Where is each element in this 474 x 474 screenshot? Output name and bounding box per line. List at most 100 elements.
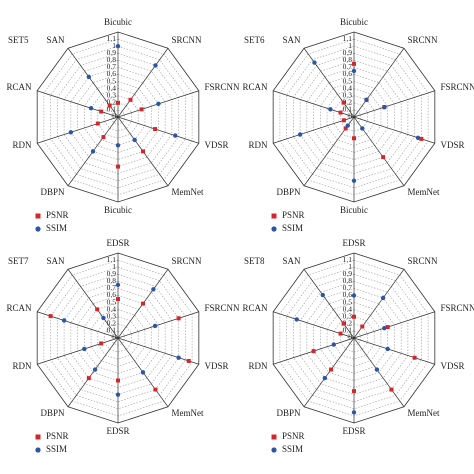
r-tick-label: 1 bbox=[348, 41, 352, 50]
ssim-marker bbox=[351, 410, 357, 415]
grid-ring bbox=[340, 323, 368, 353]
chart-title: SET5 bbox=[8, 35, 29, 45]
psnr-marker bbox=[311, 349, 316, 354]
psnr-marker bbox=[99, 341, 104, 346]
chart-title: SET7 bbox=[8, 256, 29, 266]
psnr-marker bbox=[329, 367, 334, 372]
psnr-marker bbox=[48, 314, 53, 319]
psnr-marker bbox=[381, 155, 386, 160]
ssim-marker bbox=[294, 317, 299, 322]
axis-label: SAN bbox=[46, 256, 65, 266]
legend-label: PSNR bbox=[46, 431, 69, 441]
ssim-marker bbox=[312, 60, 317, 65]
axis-label: RCAN bbox=[242, 82, 268, 92]
axis-label: EDSR bbox=[342, 238, 365, 248]
axis-label: MemNet bbox=[407, 187, 439, 197]
ssim-marker bbox=[380, 295, 386, 301]
grid-ring bbox=[97, 95, 139, 139]
ssim-marker bbox=[152, 323, 158, 329]
ssim-marker bbox=[385, 346, 390, 352]
psnr-marker bbox=[186, 358, 191, 363]
ssim-marker bbox=[320, 292, 325, 298]
r-tick-label: 0.2 bbox=[343, 319, 353, 328]
ssim-marker bbox=[132, 137, 137, 143]
r-tick-label: 0.8 bbox=[343, 55, 353, 64]
r-tick-label: 0.8 bbox=[107, 55, 117, 64]
axis-label: SAN bbox=[282, 256, 301, 266]
r-tick-label: 0.1 bbox=[343, 326, 353, 335]
r-tick-label: 0.3 bbox=[107, 90, 117, 99]
ssim-marker bbox=[115, 143, 121, 148]
psnr-marker bbox=[116, 297, 120, 302]
r-tick-label: 0.4 bbox=[343, 304, 353, 313]
psnr-marker bbox=[140, 149, 145, 154]
axis-label: VDSR bbox=[441, 361, 465, 371]
psnr-marker bbox=[412, 355, 417, 360]
legend-label: PSNR bbox=[282, 210, 305, 220]
grid-ring bbox=[286, 45, 422, 189]
r-tick-label: 0.4 bbox=[343, 83, 353, 92]
r-tick-label: 0.2 bbox=[107, 98, 117, 107]
axis-spoke bbox=[273, 116, 355, 144]
r-tick-label: 0.4 bbox=[107, 304, 117, 313]
r-tick-label: 0 bbox=[112, 333, 116, 342]
psnr-marker bbox=[101, 135, 106, 140]
axis-label: FSRCNN bbox=[441, 303, 474, 313]
axis-label: EDSR bbox=[342, 426, 365, 436]
axis-spoke bbox=[117, 311, 199, 339]
axis-spoke bbox=[117, 337, 199, 365]
legend-swatch bbox=[271, 434, 277, 440]
grid-ring bbox=[104, 323, 132, 353]
axis-label: SRCNN bbox=[171, 256, 202, 266]
r-tick-label: 0 bbox=[112, 112, 116, 121]
ssim-marker bbox=[82, 346, 87, 352]
r-tick-label: 0.6 bbox=[343, 290, 353, 299]
axis-label: RDN bbox=[12, 140, 32, 150]
psnr-marker bbox=[360, 324, 365, 329]
grid-ring bbox=[50, 266, 186, 410]
r-tick-label: 0.7 bbox=[107, 283, 117, 292]
psnr-marker bbox=[341, 118, 346, 123]
axis-label: Bicubic bbox=[104, 17, 132, 27]
psnr-marker bbox=[116, 164, 120, 169]
axis-spoke bbox=[67, 269, 119, 339]
r-tick-label: 1 bbox=[348, 262, 352, 271]
axis-spoke bbox=[37, 90, 119, 118]
ssim-marker bbox=[374, 367, 380, 372]
legend-swatch bbox=[271, 213, 277, 219]
r-tick-label: 0.2 bbox=[107, 319, 117, 328]
r-tick-label: 1.1 bbox=[343, 255, 353, 264]
ssim-marker bbox=[331, 342, 336, 347]
r-tick-label: 0.3 bbox=[343, 311, 353, 320]
axis-label: VDSR bbox=[205, 140, 229, 150]
r-tick-label: 0.1 bbox=[107, 105, 117, 114]
axis-label: VDSR bbox=[205, 361, 229, 371]
legend-label: PSNR bbox=[282, 431, 305, 441]
axis-spoke bbox=[303, 337, 355, 407]
psnr-marker bbox=[116, 378, 120, 383]
r-tick-label: 1 bbox=[112, 41, 116, 50]
ssim-marker bbox=[351, 293, 357, 298]
psnr-marker bbox=[128, 97, 133, 102]
ssim-marker bbox=[151, 287, 156, 292]
r-tick-label: 0.9 bbox=[343, 269, 353, 278]
psnr-marker bbox=[352, 136, 356, 141]
psnr-marker bbox=[86, 376, 91, 381]
axis-label: Bicubic bbox=[340, 17, 368, 27]
axis-label: EDSR bbox=[106, 426, 129, 436]
ssim-marker bbox=[90, 149, 96, 154]
legend-label: PSNR bbox=[46, 210, 69, 220]
axis-spoke bbox=[353, 48, 405, 118]
axis-label: MemNet bbox=[171, 408, 203, 418]
psnr-marker bbox=[176, 316, 181, 321]
grid-ring bbox=[340, 102, 368, 132]
psnr-marker bbox=[153, 387, 158, 392]
grid-ring bbox=[104, 102, 132, 132]
ssim-marker bbox=[88, 106, 94, 111]
psnr-marker bbox=[95, 307, 100, 312]
psnr-marker bbox=[352, 314, 356, 319]
r-tick-label: 0.7 bbox=[343, 283, 353, 292]
legend-swatch bbox=[35, 213, 41, 219]
psnr-marker bbox=[389, 387, 394, 392]
legend-label: SSIM bbox=[282, 444, 303, 454]
